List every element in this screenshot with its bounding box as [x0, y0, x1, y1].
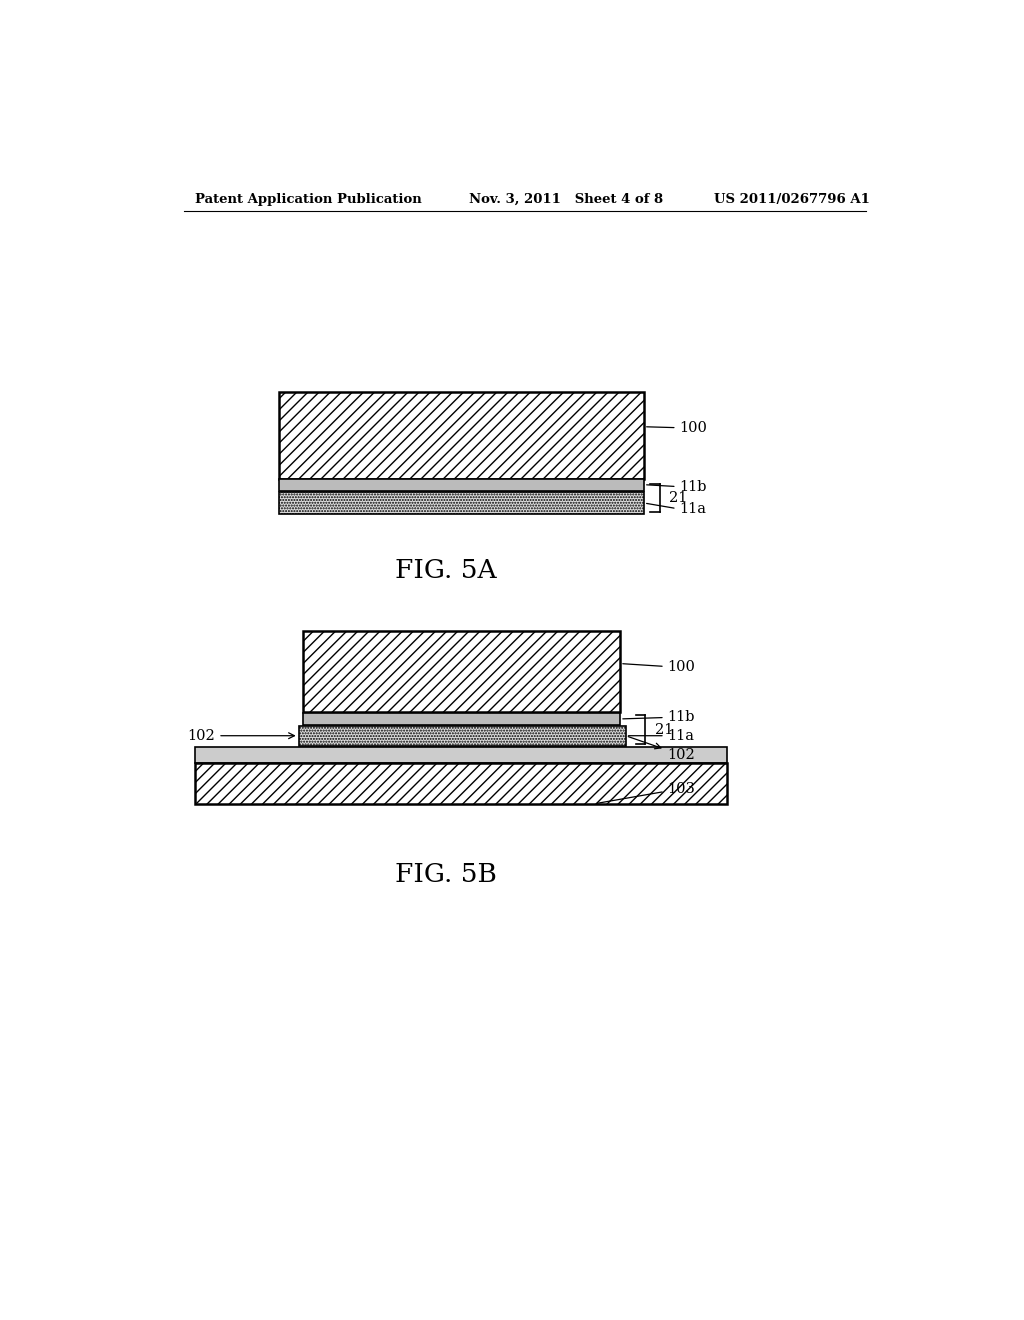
- Text: 11b: 11b: [623, 710, 695, 725]
- Text: Patent Application Publication: Patent Application Publication: [196, 193, 422, 206]
- Text: 11b: 11b: [646, 479, 707, 494]
- Text: 100: 100: [623, 660, 695, 673]
- Text: 103: 103: [597, 781, 695, 804]
- Text: FIG. 5B: FIG. 5B: [394, 862, 497, 887]
- Text: 102: 102: [628, 737, 695, 762]
- Bar: [279, 492, 644, 515]
- Text: 21: 21: [655, 722, 674, 737]
- Bar: [196, 747, 727, 763]
- Text: 102: 102: [187, 729, 295, 743]
- Text: 100: 100: [646, 421, 708, 434]
- Bar: [303, 631, 621, 713]
- Bar: [299, 726, 626, 746]
- Bar: [279, 479, 644, 491]
- Text: Nov. 3, 2011   Sheet 4 of 8: Nov. 3, 2011 Sheet 4 of 8: [469, 193, 664, 206]
- Text: 21: 21: [670, 491, 687, 504]
- Bar: [303, 713, 621, 725]
- Text: US 2011/0267796 A1: US 2011/0267796 A1: [714, 193, 870, 206]
- Bar: [279, 392, 644, 479]
- Bar: [196, 763, 727, 804]
- Text: 11a: 11a: [646, 502, 707, 516]
- Text: 11a: 11a: [629, 729, 694, 743]
- Text: FIG. 5A: FIG. 5A: [394, 557, 497, 582]
